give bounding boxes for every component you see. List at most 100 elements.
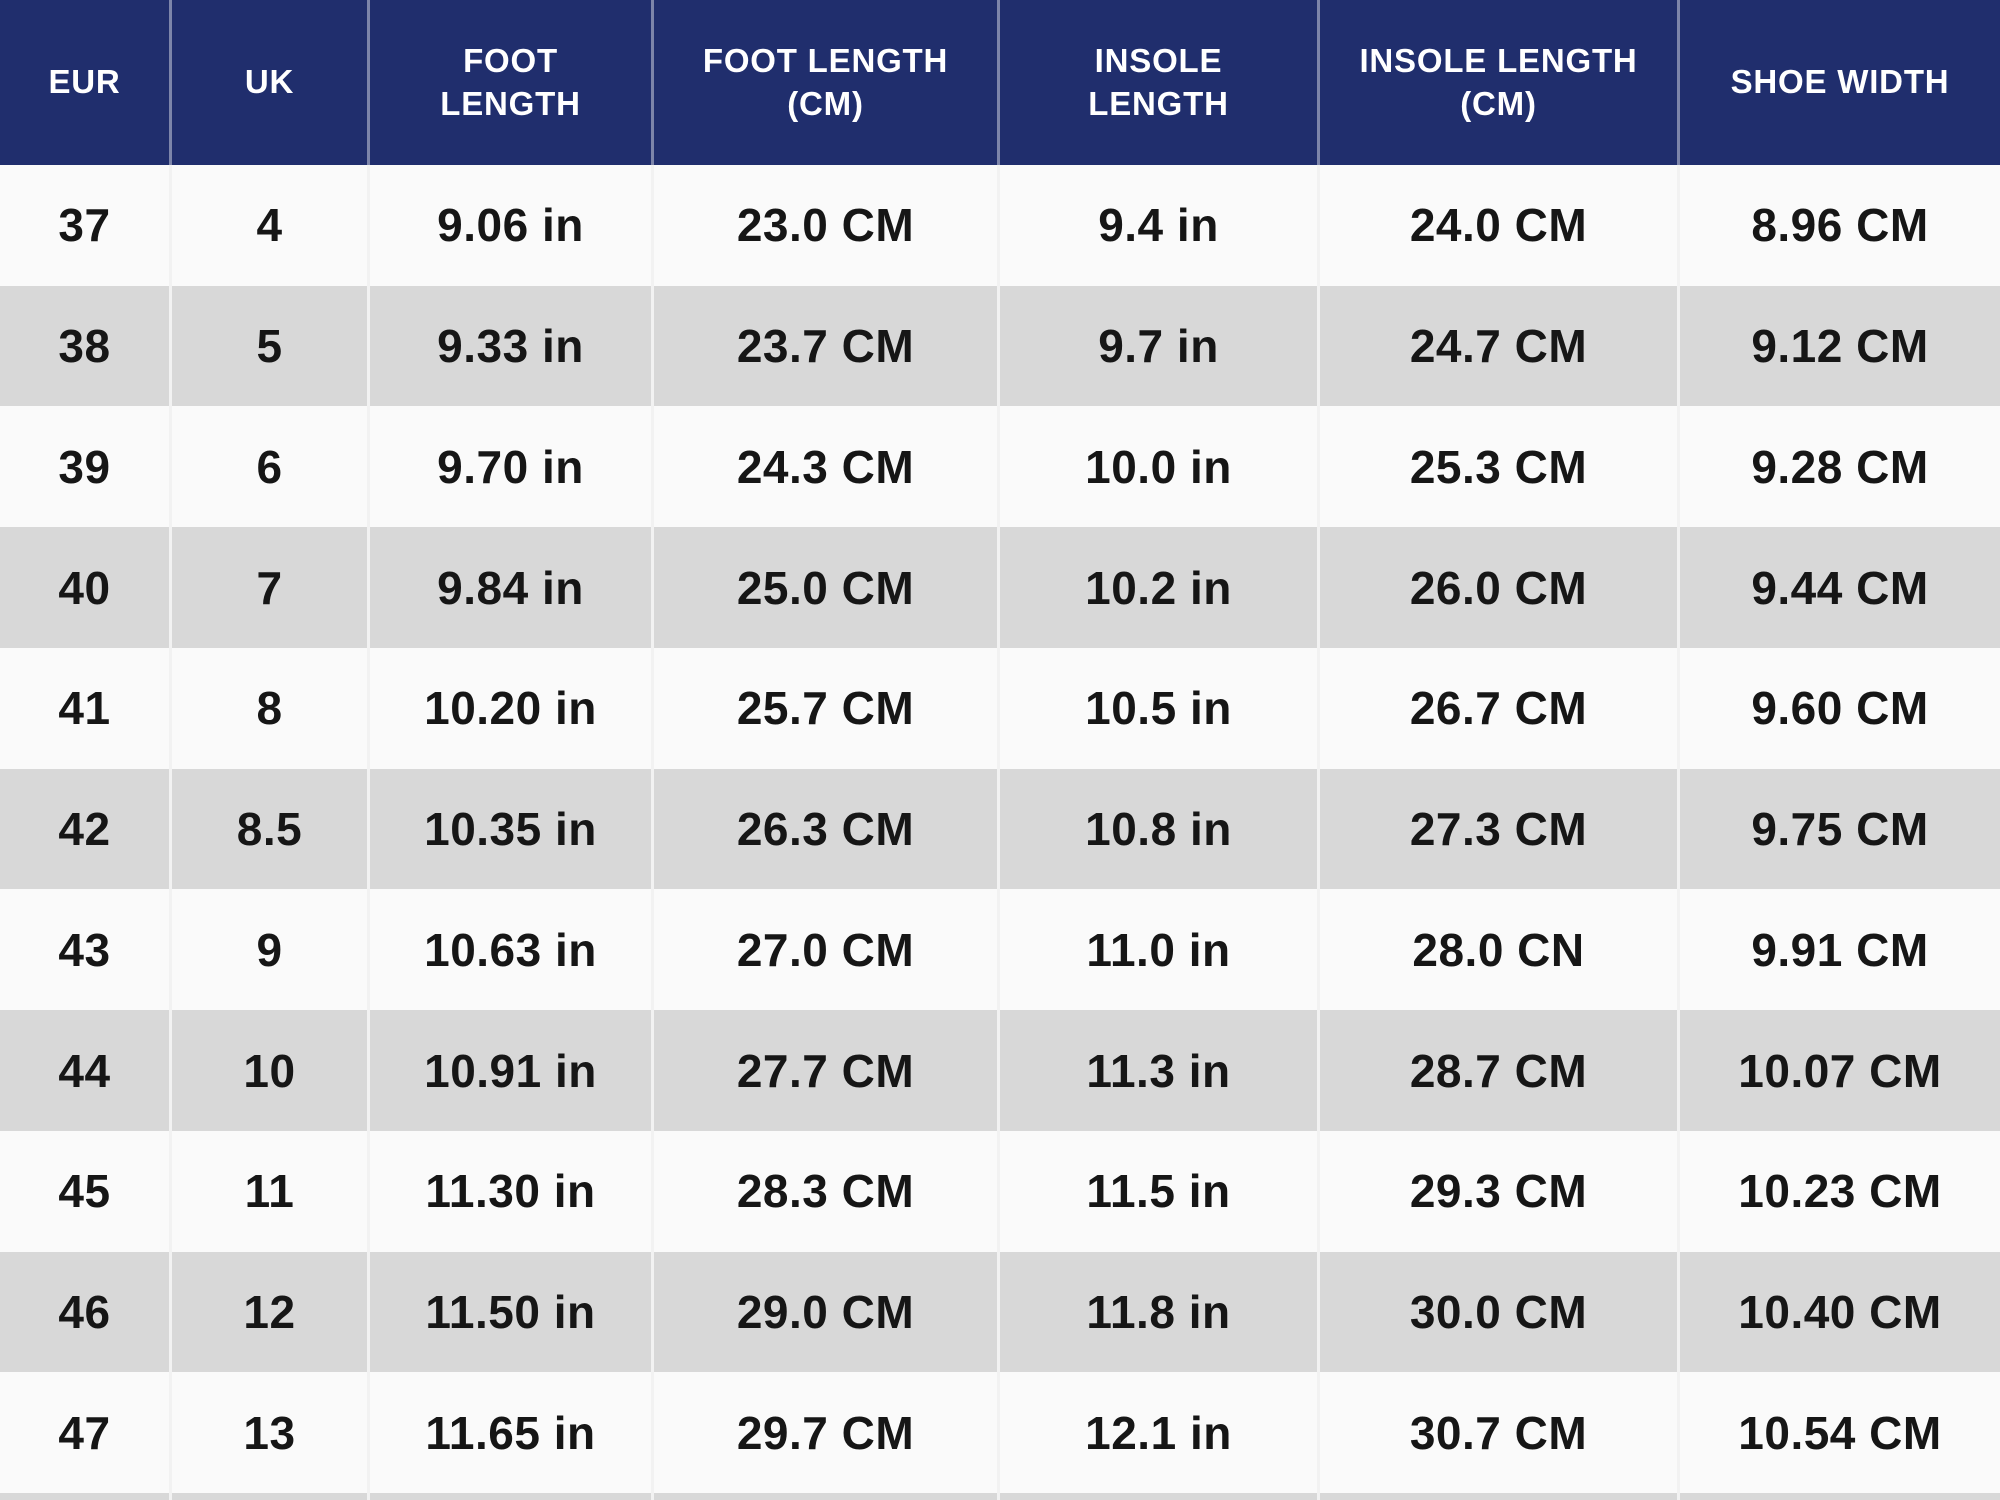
table-row: 42 8.5 10.35 in 26.3 CM 10.8 in 27.3 CM 9.75 C… (0, 768, 2000, 890)
table-cell: 28.3 CM (654, 1130, 1000, 1252)
table-cell: 9.06 in (370, 165, 654, 286)
column-header: UK (172, 0, 370, 165)
table-cell: 10.91 in (370, 1010, 654, 1131)
table-cell: 23.0 CM (654, 165, 1000, 286)
table-cell: 25.3 CM (1320, 406, 1680, 528)
table-cell: 11.50 in (370, 1251, 654, 1373)
column-header-label: UK (244, 63, 295, 101)
table-cell: 29.7 CM (654, 1372, 1000, 1494)
table-cell-partial (1680, 1493, 2000, 1500)
table-row: 45 11 11.30 in 28.3 CM 11.5 in 29.3 CM 10.23 C… (0, 1130, 2000, 1252)
table-cell: 10.2 in (1000, 527, 1320, 648)
table-cell: 13 (172, 1372, 370, 1494)
table-cell: 10.40 CM (1738, 1285, 1942, 1338)
table-cell: 9.84 in (370, 527, 654, 648)
table-cell: 11.30 in (370, 1130, 654, 1252)
table-row: 38 5 9.33 in 23.7 CM 9.7 in 24.7 CM 9.12 CM (0, 285, 2000, 407)
table-body: 37 4 9.06 in 23.0 CM 9.4 in 24.0 CM 8.96 CM 38 5… (0, 165, 2000, 1494)
table-cell: 29.3 CM (1320, 1130, 1680, 1252)
column-header: FOOT LENGTH (370, 0, 654, 165)
table-cell: 24.7 CM (1320, 285, 1680, 407)
table-row: 46 12 11.50 in 29.0 CM 11.8 in 30.0 CM 10.40 C… (0, 1251, 2000, 1373)
table-row: 39 6 9.70 in 24.3 CM 10.0 in 25.3 CM 9.28 CM (0, 406, 2000, 528)
column-header-label: FOOT LENGTH (CM) (702, 41, 949, 122)
table-cell: 10 (172, 1010, 370, 1131)
table-header-row: EUR UK FOOT LENGTH FOOT LENGTH (CM) INSOLE L… (0, 0, 2000, 165)
table-row: 41 8 10.20 in 25.7 CM 10.5 in 26.7 CM 9.60 CM (0, 647, 2000, 769)
column-header-label: INSOLE LENGTH (1088, 41, 1229, 122)
table-cell: 9.70 in (370, 406, 654, 528)
table-cell: 11.3 in (1000, 1010, 1320, 1131)
table-cell: 8.5 (172, 768, 370, 890)
table-row: 40 7 9.84 in 25.0 CM 10.2 in 26.0 CM 9.44 CM (0, 527, 2000, 648)
table-cell: 37 (0, 165, 172, 286)
column-header: SHOE WIDTH (1680, 0, 2000, 165)
table-cell: 45 (0, 1130, 172, 1252)
table-cell: 8.96 CM (1751, 199, 1929, 252)
table-cell: 10.0 in (1000, 406, 1320, 528)
table-cell: 12 (172, 1251, 370, 1373)
table-cell: 11.5 in (1000, 1130, 1320, 1252)
table-cell: 11.8 in (1000, 1251, 1320, 1373)
table-cell: 41 (0, 647, 172, 769)
table-cell: 38 (0, 285, 172, 407)
table-cell: 10.63 in (370, 889, 654, 1011)
table-cell: 47 (0, 1372, 172, 1494)
table-cell: 10.54 CM (1738, 1406, 1942, 1459)
table-cell: 11 (172, 1130, 370, 1252)
table-cell: 26.7 CM (1320, 647, 1680, 769)
table-cell: 10.8 in (1000, 768, 1320, 890)
table-cell: 28.0 CN (1320, 889, 1680, 1011)
table-cell: 10.20 in (370, 647, 654, 769)
column-header-label: INSOLE LENGTH (CM) (1359, 41, 1638, 122)
table-cell-partial (1000, 1493, 1320, 1500)
table-cell: 39 (0, 406, 172, 528)
table-cell: 9.75 CM (1751, 803, 1929, 856)
table-cell: 4 (172, 165, 370, 286)
table-cell: 9.4 in (1000, 165, 1320, 286)
table-cell: 10.5 in (1000, 647, 1320, 769)
table-row: 44 10 10.91 in 27.7 CM 11.3 in 28.7 CM 10.07 C… (0, 1010, 2000, 1131)
table-cell: 28.7 CM (1320, 1010, 1680, 1131)
table-cell-partial (172, 1493, 370, 1500)
table-cell: 42 (0, 768, 172, 890)
table-cell: 27.0 CM (654, 889, 1000, 1011)
table-cell: 9.91 CM (1751, 923, 1929, 976)
table-cell: 5 (172, 285, 370, 407)
table-cell: 9.12 CM (1751, 320, 1929, 373)
table-cell: 9.33 in (370, 285, 654, 407)
table-cell: 10.35 in (370, 768, 654, 890)
table-cell: 40 (0, 527, 172, 648)
table-cell-partial (1320, 1493, 1680, 1500)
table-cell: 9.44 CM (1751, 561, 1929, 614)
table-cell: 8 (172, 647, 370, 769)
table-cell-partial (370, 1493, 654, 1500)
table-cell: 23.7 CM (654, 285, 1000, 407)
column-header-label: FOOT LENGTH (440, 41, 581, 122)
table-cell: 30.7 CM (1320, 1372, 1680, 1494)
table-cell: 44 (0, 1010, 172, 1131)
table-cell-partial (0, 1493, 172, 1500)
table-cell: 26.0 CM (1320, 527, 1680, 648)
table-cell: 10.07 CM (1738, 1044, 1942, 1097)
table-cell: 43 (0, 889, 172, 1011)
table-cell: 6 (172, 406, 370, 528)
table-cell: 10.23 CM (1738, 1165, 1942, 1218)
table-cell: 9 (172, 889, 370, 1011)
column-header: INSOLE LENGTH (1000, 0, 1320, 165)
table-cell: 25.7 CM (654, 647, 1000, 769)
table-cell: 27.7 CM (654, 1010, 1000, 1131)
column-header: EUR (0, 0, 172, 165)
table-cell: 30.0 CM (1320, 1251, 1680, 1373)
table-cell: 11.0 in (1000, 889, 1320, 1011)
table-cell: 25.0 CM (654, 527, 1000, 648)
table-cell: 29.0 CM (654, 1251, 1000, 1373)
table-cell: 24.0 CM (1320, 165, 1680, 286)
table-cell: 24.3 CM (654, 406, 1000, 528)
next-row-partial (0, 1493, 2000, 1500)
table-cell: 26.3 CM (654, 768, 1000, 890)
column-header: INSOLE LENGTH (CM) (1320, 0, 1680, 165)
table-row: 47 13 11.65 in 29.7 CM 12.1 in 30.7 CM 10.54 C… (0, 1372, 2000, 1494)
table-row: 43 9 10.63 in 27.0 CM 11.0 in 28.0 CN 9.91 CM (0, 889, 2000, 1011)
